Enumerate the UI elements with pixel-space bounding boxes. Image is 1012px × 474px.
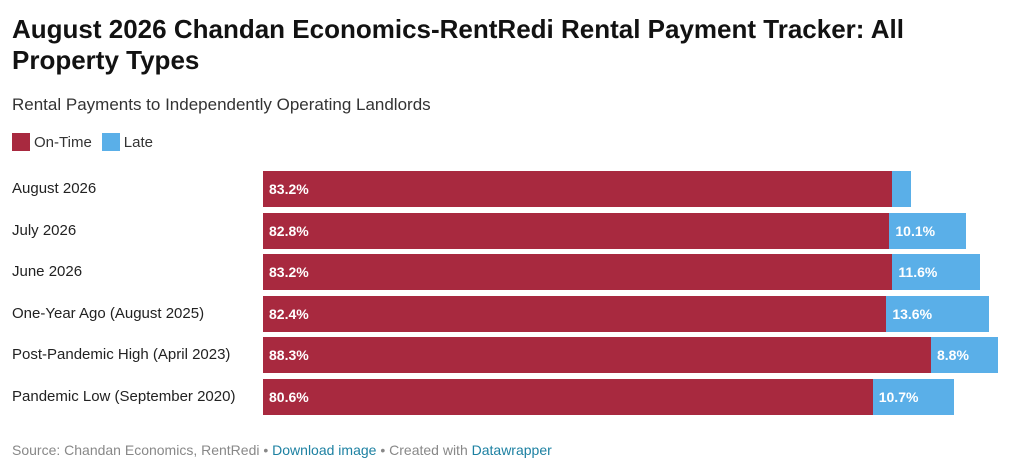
chart-subtitle: Rental Payments to Independently Operati…: [12, 95, 431, 114]
data-label-on-time: 80.6%: [269, 388, 309, 405]
row-label: Pandemic Low (September 2020): [12, 387, 236, 405]
legend-swatch-on-time: [12, 133, 30, 151]
data-label-on-time: 83.2%: [269, 264, 309, 280]
data-label-on-time: 88.3%: [269, 347, 309, 363]
bar-on-time: [263, 337, 931, 373]
data-label-late: 13.6%: [892, 305, 933, 322]
bar-late: [892, 254, 981, 290]
bar-late: [872, 378, 954, 415]
bar-on-time: [263, 295, 887, 332]
footer-separator: •: [259, 442, 273, 458]
footer-source: Source: Chandan Economics, RentRedi: [12, 442, 260, 458]
data-label-late: 10.7%: [878, 388, 919, 405]
row-label: One-Year Ago (August 2025): [12, 304, 205, 322]
footer: Source: Chandan Economics, RentRedi • Do…: [12, 442, 552, 458]
bar-on-time: [263, 212, 890, 249]
legend-label-on-time: On-Time: [34, 133, 92, 151]
footer-created-with: • Created with: [376, 442, 472, 458]
bar-on-time: [263, 378, 873, 415]
datawrapper-link[interactable]: Datawrapper: [471, 442, 552, 458]
data-label-on-time: 83.2%: [269, 181, 309, 197]
row-label: July 2026: [12, 221, 77, 239]
download-image-link[interactable]: Download image: [272, 442, 377, 458]
data-label-late: 8.8%: [936, 347, 969, 363]
chart-title: August 2026 Chandan Economics-RentRedi R…: [12, 14, 904, 75]
bar-late: [930, 337, 998, 373]
legend-label-late: Late: [123, 133, 153, 151]
row-label: June 2026: [12, 263, 83, 280]
data-label-late: 11.6%: [898, 264, 938, 280]
row-label: August 2026: [12, 180, 97, 197]
legend: On-Time Late: [12, 133, 163, 151]
data-label-late: 10.1%: [895, 222, 936, 239]
bar-chart: August 2026 83.2% July 2026 82.8% 10.1% June …: [0, 168, 1012, 418]
bar-late: [886, 295, 990, 332]
data-label-on-time: 82.8%: [269, 222, 309, 239]
data-label-on-time: 82.4%: [269, 305, 309, 322]
legend-item-on-time: On-Time: [12, 133, 92, 151]
row-label: Post-Pandemic High (April 2023): [12, 346, 231, 363]
legend-item-late: Late: [101, 133, 153, 151]
bar-on-time: [263, 171, 893, 207]
legend-swatch-late: [101, 133, 120, 151]
bar-on-time: [263, 254, 893, 290]
bar-late: [889, 212, 966, 249]
bar-late: [892, 171, 912, 207]
